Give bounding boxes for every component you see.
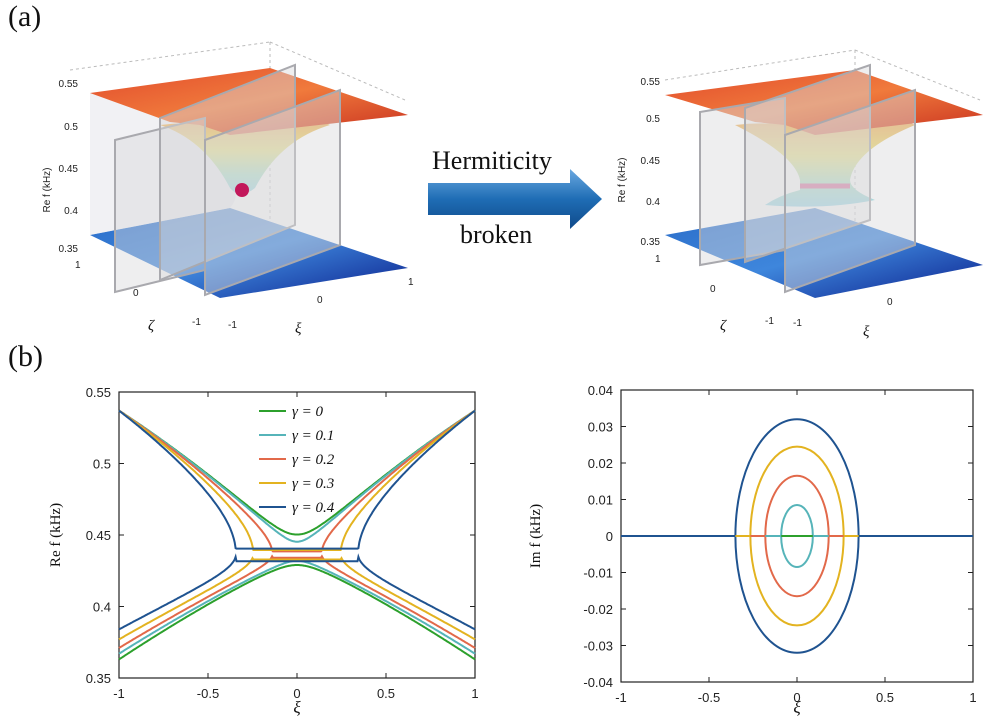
x-axis-label: ξ xyxy=(793,698,801,717)
series-line-lower xyxy=(118,553,476,631)
hermiticity-arrow xyxy=(428,169,602,229)
series-line-lower xyxy=(118,554,476,649)
cut-planes-left xyxy=(114,63,341,297)
zeta-tick: -1 xyxy=(765,316,774,327)
cut-planes-right xyxy=(699,63,916,294)
z-tick: 0.5 xyxy=(64,122,78,133)
zeta-axis-label: ζ xyxy=(720,318,727,334)
xi-tick: 1 xyxy=(408,277,414,288)
y-tick-label: -0.03 xyxy=(583,639,613,654)
y-axis-label: Im f (kHz) xyxy=(528,504,544,568)
x-tick-label: 1 xyxy=(471,686,478,701)
y-tick-label: 0.03 xyxy=(588,420,613,435)
zeta-tick: 1 xyxy=(75,260,81,271)
y-tick-label: -0.04 xyxy=(583,675,613,690)
z-tick: 0.45 xyxy=(641,156,661,167)
arrow-label-top: Hermiticity xyxy=(432,146,552,175)
z-axis-label: Re f (kHz) xyxy=(617,158,628,203)
funnel-left xyxy=(160,115,330,194)
zeta-tick: 1 xyxy=(655,254,661,265)
x-tick-label: 0 xyxy=(793,690,800,705)
x-axis-label: ξ xyxy=(293,698,301,717)
y-tick-label: 0.55 xyxy=(86,385,111,400)
series-line-lower xyxy=(118,556,476,641)
z-tick: 0.45 xyxy=(59,164,79,175)
y-axis-label: Re f (kHz) xyxy=(48,503,64,567)
y-tick-label: 0 xyxy=(606,529,613,544)
y-tick-label: 0.4 xyxy=(93,600,111,615)
series-line-upper xyxy=(118,409,476,553)
x-tick-label: 0.5 xyxy=(876,690,894,705)
panel-label-b: (b) xyxy=(8,340,43,373)
series-line-lower xyxy=(118,564,476,661)
arrow-label-bottom: broken xyxy=(460,220,533,249)
z-tick: 0.35 xyxy=(641,237,661,248)
panel-label-a: (a) xyxy=(8,0,42,33)
y-tick-label: 0.04 xyxy=(588,383,613,398)
series-line-upper xyxy=(118,409,476,550)
legend-label: γ = 0.3 xyxy=(292,476,334,492)
x-tick-label: 0 xyxy=(293,686,300,701)
chart-real-part: -1 -0.5 0 0.5 10.350.40.450.50.55 γ = 0γ = 0… xyxy=(48,385,479,717)
zeta-axis-label: ζ xyxy=(148,318,155,334)
z-tick: 0.55 xyxy=(59,79,79,90)
z-tick: 0.4 xyxy=(64,206,78,217)
lower-sheet-left xyxy=(90,208,408,298)
xi-tick: -1 xyxy=(793,318,802,329)
z-tick: 0.5 xyxy=(646,114,660,125)
arrow-shape xyxy=(428,169,602,229)
xi-axis-label: ξ xyxy=(863,324,870,340)
z-tick: 0.55 xyxy=(641,77,661,88)
z-axis-label: Re f (kHz) xyxy=(42,168,53,213)
y-tick-label: 0.01 xyxy=(588,493,613,508)
y-tick-label: 0.02 xyxy=(588,456,613,471)
x-tick-label: -0.5 xyxy=(197,686,219,701)
legend-label: γ = 0.2 xyxy=(292,452,335,468)
surface-plot-left: 0.55 0.5 0.45 0.4 0.35 Re f (kHz) 1 0 -1… xyxy=(42,41,414,337)
z-tick: 0.35 xyxy=(59,244,79,255)
upper-sheet-left xyxy=(90,68,408,135)
y-tick-label: -0.02 xyxy=(583,602,613,617)
y-tick-label: 0.5 xyxy=(93,457,111,472)
series-line-lower xyxy=(118,559,476,655)
y-tick-label: 0.35 xyxy=(86,671,111,686)
x-tick-label: -1 xyxy=(113,686,125,701)
zeta-tick: 0 xyxy=(710,284,716,295)
xi-axis-label: ξ xyxy=(295,321,302,337)
series-line-upper xyxy=(118,409,476,551)
legend-label: γ = 0.1 xyxy=(292,428,334,444)
zeta-tick: -1 xyxy=(192,317,201,328)
y-tick-label: -0.01 xyxy=(583,566,613,581)
series-line-upper xyxy=(118,409,476,543)
xi-tick: 0 xyxy=(887,297,893,308)
zeta-tick: 0 xyxy=(133,288,139,299)
chart-imaginary-part: -1 -0.5 0 0.5 1 -0.04 -0.03 -0.02 -0.01 0 0.01 0.02… xyxy=(528,383,977,717)
x-tick-label: -1 xyxy=(615,690,627,705)
xi-tick: 0 xyxy=(317,295,323,306)
legend-label: γ = 0.4 xyxy=(292,500,335,516)
surface-plot-right: 0.55 0.5 0.45 0.4 0.35 Re f (kHz) 1 0 -1… xyxy=(617,49,983,340)
x-tick-label: 0.5 xyxy=(377,686,395,701)
z-tick: 0.4 xyxy=(646,197,660,208)
xi-tick: -1 xyxy=(228,320,237,331)
legend: γ = 0 γ = 0.1 γ = 0.2 γ = 0.3 γ = 0.4 xyxy=(259,404,335,516)
x-tick-label: 1 xyxy=(969,690,976,705)
exceptional-point-marker xyxy=(235,183,249,197)
legend-label: γ = 0 xyxy=(292,404,324,420)
y-tick-label: 0.45 xyxy=(86,528,111,543)
x-tick-label: -0.5 xyxy=(698,690,720,705)
